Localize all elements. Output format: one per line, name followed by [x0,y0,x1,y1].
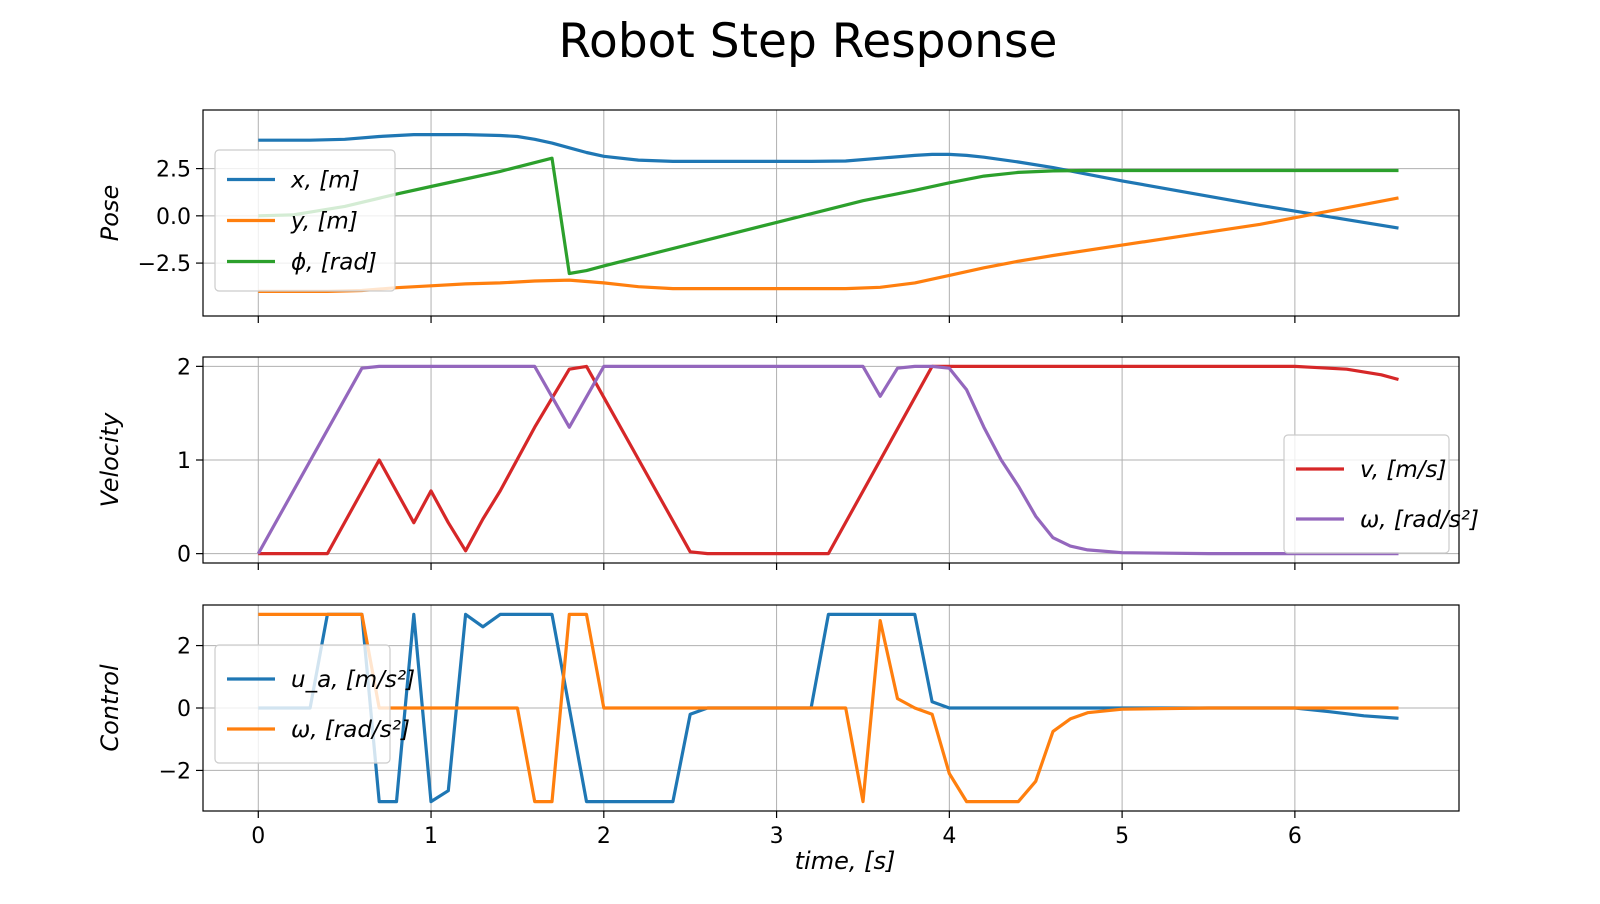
series-line-2-1 [258,612,1399,804]
y-axis-label: Velocity [96,412,124,507]
x-axis-label: time, [s] [795,847,896,875]
legend-box [214,149,396,292]
legend: v, [m/s] ω, [rad/s²] [1283,434,1479,554]
x-tick-label: 6 [1288,824,1302,849]
series-line-0-2 [258,156,1399,276]
series-group [256,364,1399,556]
subplots: 2.5 0.0 −2.5 Pose x, [m] y, [m] ϕ, [rad] 2 1 0 Vel… [96,109,1479,875]
x-tick-label: 0 [251,824,265,849]
y-tick-label: 2 [177,635,191,660]
series-line-0-1 [258,196,1399,293]
series-line-1-0 [258,364,1399,556]
series-line-2-0 [258,612,1399,804]
legend-label: v, [m/s] [1360,457,1446,483]
legend-box [1283,434,1450,554]
y-tick-label: −2.5 [138,252,191,277]
y-tick-label: 1 [177,449,191,474]
y-tick-label: 0.0 [156,205,191,230]
legend-label: ω, [rad/s²] [291,717,410,743]
series-line-1-1 [256,364,1399,556]
legend-label: x, [m] [290,168,360,194]
series-group [258,612,1399,804]
legend-label: u_a, [m/s²] [291,667,415,693]
x-tick-label: 1 [424,824,438,849]
legend: u_a, [m/s²] ω, [rad/s²] [214,644,415,764]
y-tick-label: 2 [177,355,191,380]
series-line-0-0 [258,133,1399,230]
legend-box [214,644,391,764]
legend-label: ω, [rad/s²] [1360,507,1479,533]
y-tick-label: 2.5 [156,158,191,183]
legend-label: y, [m] [290,209,358,235]
legend: x, [m] y, [m] ϕ, [rad] [214,149,396,292]
legend-label: ϕ, [rad] [291,250,377,276]
x-tick-label: 2 [597,824,611,849]
x-tick-label: 4 [942,824,956,849]
grid-lines [203,357,1459,563]
x-tick-label: 5 [1115,824,1129,849]
y-tick-label: 0 [177,697,191,722]
y-axis-label: Control [96,664,124,752]
subplot-velocity: 2 1 0 Velocity v, [m/s] ω, [rad/s²] [96,355,1479,570]
grid-lines [203,110,1459,316]
y-axis-label: Pose [96,185,124,241]
series-group [258,133,1399,293]
chart-title: Robot Step Response [559,14,1058,69]
subplot-pose: 2.5 0.0 −2.5 Pose x, [m] y, [m] ϕ, [rad] [96,109,1460,323]
x-tick-label: 3 [770,824,784,849]
subplot-control: 2 0 −2 0 1 2 3 4 5 6 Control u_a, [m/s²] ω, [rad/s²] [96,604,1460,849]
axes-frame [202,109,1460,317]
y-tick-label: −2 [159,759,191,784]
y-tick-label: 0 [177,543,191,568]
